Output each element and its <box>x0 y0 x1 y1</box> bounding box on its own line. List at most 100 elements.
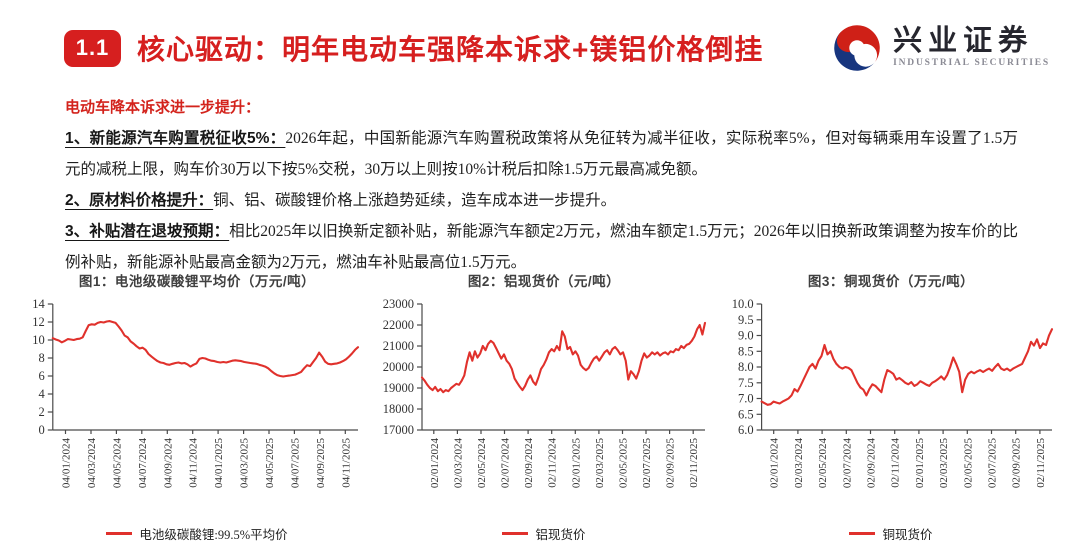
svg-text:04/11/2024: 04/11/2024 <box>188 438 200 488</box>
svg-text:9.5: 9.5 <box>738 313 754 327</box>
svg-text:02/05/2025: 02/05/2025 <box>618 438 630 489</box>
svg-text:18000: 18000 <box>383 402 414 416</box>
header: 1.1 核心驱动：明年电动车强降本诉求+镁铝价格倒挂 兴业证券 INDUSTRI… <box>64 22 1050 74</box>
svg-text:02/01/2025: 02/01/2025 <box>914 438 926 489</box>
svg-text:10.0: 10.0 <box>732 297 754 311</box>
chart-3-title: 图3：铜现货价（万元/吨） <box>807 274 975 289</box>
chart-1-legend: 电池级碳酸锂:99.5%平均价 <box>106 524 288 543</box>
svg-text:6.0: 6.0 <box>738 423 754 437</box>
section-number-badge: 1.1 <box>64 29 121 67</box>
chart-copper-spot: 图3：铜现货价（万元/吨） 6.0 6.5 7.0 7.5 8.0 8.5 9.0 9.5 10… <box>720 270 1062 543</box>
paragraph-2-lead: 2、原材料价格提升： <box>65 192 214 209</box>
svg-text:8: 8 <box>39 351 45 365</box>
svg-text:10: 10 <box>32 333 45 347</box>
paragraph-2-text: 铜、铝、碳酸锂价格上涨趋势延续，造车成本进一步提升。 <box>213 192 617 209</box>
intro-line: 电动车降本诉求进一步提升： <box>65 99 261 116</box>
chart-2-plot: 17000 18000 19000 20000 21000 22000 23000 02/01… <box>383 297 707 489</box>
svg-text:02/11/2024: 02/11/2024 <box>547 438 559 488</box>
chart-3-plot: 6.0 6.57.0 7.5 8.0 8.59.0 9.5 10.0 02/01/2024 02… <box>732 297 1054 489</box>
svg-text:02/03/2025: 02/03/2025 <box>938 438 950 489</box>
svg-text:04/01/2025: 04/01/2025 <box>213 438 225 489</box>
company-logo: 兴业证券 INDUSTRIAL SECURITIES <box>831 22 1050 74</box>
chart-1-plot: 0 2 4 6 8 10 12 14 04/01/2024 04/03/2024 04/05/202… <box>32 297 360 489</box>
svg-text:0: 0 <box>39 423 45 437</box>
chart-1-title: 图1：电池级碳酸锂平均价（万元/吨） <box>78 274 316 289</box>
svg-text:02/01/2024: 02/01/2024 <box>429 438 441 489</box>
svg-text:02/09/2025: 02/09/2025 <box>665 438 677 489</box>
svg-text:8.0: 8.0 <box>738 360 754 374</box>
chart-2-title: 图2：铝现货价（元/吨） <box>467 274 621 289</box>
svg-text:02/07/2025: 02/07/2025 <box>987 438 999 489</box>
paragraph-2: 2、原材料价格提升：铜、铝、碳酸锂价格上涨趋势延续，造车成本进一步提升。 <box>65 185 1018 216</box>
svg-text:04/05/2024: 04/05/2024 <box>111 438 123 489</box>
legend-line-icon <box>849 532 876 535</box>
svg-text:02/11/2025: 02/11/2025 <box>1035 438 1047 488</box>
svg-text:6.5: 6.5 <box>738 407 754 421</box>
svg-text:04/03/2025: 04/03/2025 <box>239 438 251 489</box>
svg-text:7.5: 7.5 <box>738 376 754 390</box>
logo-name-cn: 兴业证券 <box>893 25 1034 58</box>
svg-text:02/07/2024: 02/07/2024 <box>841 438 853 489</box>
svg-text:02/05/2024: 02/05/2024 <box>817 438 829 489</box>
svg-text:02/07/2024: 02/07/2024 <box>500 438 512 489</box>
svg-text:04/05/2025: 04/05/2025 <box>264 438 276 489</box>
svg-text:02/03/2024: 02/03/2024 <box>793 438 805 489</box>
paragraph-3: 3、补贴潜在退坡预期：相比2025年以旧换新定额补贴，新能源汽车额定2万元，燃油… <box>65 216 1018 278</box>
chart-2-legend-label: 铝现货价 <box>535 528 586 542</box>
logo-text: 兴业证券 INDUSTRIAL SECURITIES <box>893 27 1050 69</box>
chart-lithium-carbonate: 图1：电池级碳酸锂平均价（万元/吨） 0 2 4 6 8 10 12 14 04/01/2024… <box>26 270 368 543</box>
svg-text:02/11/2025: 02/11/2025 <box>688 438 700 488</box>
svg-text:17000: 17000 <box>383 423 414 437</box>
charts-row: 图1：电池级碳酸锂平均价（万元/吨） 0 2 4 6 8 10 12 14 04/01/2024… <box>26 270 1062 543</box>
header-title-group: 1.1 核心驱动：明年电动车强降本诉求+镁铝价格倒挂 <box>64 28 763 68</box>
svg-text:04/07/2024: 04/07/2024 <box>137 438 149 489</box>
svg-text:19000: 19000 <box>383 381 414 395</box>
svg-text:8.5: 8.5 <box>738 344 754 358</box>
svg-text:02/09/2025: 02/09/2025 <box>1011 438 1023 489</box>
body-text: 电动车降本诉求进一步提升： 1、新能源汽车购置税征收5%：2026年起，中国新能… <box>65 93 1018 278</box>
paragraph-1-lead: 1、新能源汽车购置税征收5%： <box>65 130 286 147</box>
svg-text:23000: 23000 <box>383 297 414 311</box>
svg-text:02/05/2024: 02/05/2024 <box>476 438 488 489</box>
svg-text:02/03/2025: 02/03/2025 <box>594 438 606 489</box>
chart-1-legend-label: 电池级碳酸锂:99.5%平均价 <box>139 528 288 542</box>
chart-3-legend: 铜现货价 <box>849 524 933 543</box>
chart-3-legend-label: 铜现货价 <box>882 528 933 542</box>
svg-text:02/01/2024: 02/01/2024 <box>769 438 781 489</box>
svg-text:4: 4 <box>39 387 46 401</box>
svg-text:2: 2 <box>39 405 45 419</box>
svg-text:22000: 22000 <box>383 318 414 332</box>
svg-text:04/09/2025: 04/09/2025 <box>315 438 327 489</box>
legend-line-icon <box>502 532 529 535</box>
svg-text:02/09/2024: 02/09/2024 <box>866 438 878 489</box>
svg-text:02/09/2024: 02/09/2024 <box>523 438 535 489</box>
legend-line-icon <box>106 532 133 535</box>
svg-text:02/11/2024: 02/11/2024 <box>890 438 902 488</box>
paragraph-3-lead: 3、补贴潜在退坡预期： <box>65 223 230 240</box>
svg-text:02/05/2025: 02/05/2025 <box>962 438 974 489</box>
svg-text:7.0: 7.0 <box>738 392 754 406</box>
logo-swirl-icon <box>834 25 880 71</box>
paragraph-1-text: 2026年起，中国新能源汽车购置税政策将从免征转为减半征收，实际税率5%，但对每… <box>65 130 1018 178</box>
svg-text:9.0: 9.0 <box>738 329 754 343</box>
chart-aluminum-spot: 图2：铝现货价（元/吨） 17000 18000 19000 20000 21000 22… <box>373 270 715 543</box>
logo-name-en: INDUSTRIAL SECURITIES <box>893 58 1050 69</box>
svg-text:21000: 21000 <box>383 339 414 353</box>
chart-2-legend: 铝现货价 <box>502 524 586 543</box>
svg-text:04/07/2025: 04/07/2025 <box>289 438 301 489</box>
paragraph-1: 1、新能源汽车购置税征收5%：2026年起，中国新能源汽车购置税政策将从免征转为… <box>65 123 1018 185</box>
svg-text:02/01/2025: 02/01/2025 <box>570 438 582 489</box>
paragraph-3-text: 相比2025年以旧换新定额补贴，新能源汽车额定2万元，燃油车额定1.5万元；20… <box>65 223 1018 271</box>
svg-text:14: 14 <box>32 297 45 311</box>
svg-text:04/01/2024: 04/01/2024 <box>61 438 73 489</box>
svg-text:02/07/2025: 02/07/2025 <box>641 438 653 489</box>
svg-text:04/03/2024: 04/03/2024 <box>86 438 98 489</box>
svg-text:20000: 20000 <box>383 360 414 374</box>
svg-text:02/03/2024: 02/03/2024 <box>452 438 464 489</box>
svg-text:6: 6 <box>39 369 45 383</box>
svg-text:04/11/2025: 04/11/2025 <box>340 438 352 488</box>
svg-text:04/09/2024: 04/09/2024 <box>162 438 174 489</box>
svg-text:12: 12 <box>32 315 45 329</box>
page-title: 核心驱动：明年电动车强降本诉求+镁铝价格倒挂 <box>137 34 764 65</box>
